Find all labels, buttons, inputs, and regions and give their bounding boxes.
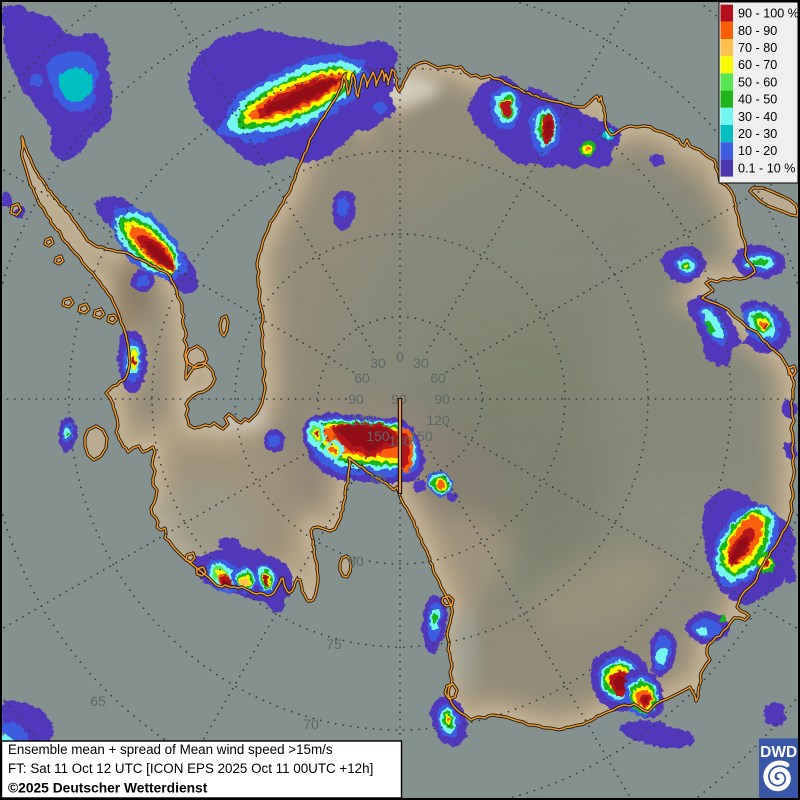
svg-text:0: 0 — [396, 349, 404, 365]
svg-text:90 - 100 %: 90 - 100 % — [738, 7, 799, 21]
svg-text:60 - 70: 60 - 70 — [738, 58, 777, 72]
svg-text:Ensemble mean + spread of Mean: Ensemble mean + spread of Mean wind spee… — [8, 742, 333, 757]
svg-text:©2025 Deutscher Wetterdienst: ©2025 Deutscher Wetterdienst — [8, 781, 208, 796]
svg-text:DWD: DWD — [760, 744, 797, 761]
svg-text:70 - 80: 70 - 80 — [738, 41, 777, 55]
svg-text:40 - 50: 40 - 50 — [738, 93, 777, 107]
svg-text:FT: Sat 11 Oct 12 UTC [ICON EP: FT: Sat 11 Oct 12 UTC [ICON EPS 2025 Oct… — [8, 761, 373, 776]
svg-text:60: 60 — [354, 370, 370, 386]
svg-text:80: 80 — [348, 553, 364, 569]
svg-text:120: 120 — [426, 412, 450, 428]
svg-text:90: 90 — [348, 391, 364, 407]
svg-text:30: 30 — [370, 355, 386, 371]
svg-text:10 - 20: 10 - 20 — [738, 144, 777, 158]
svg-text:85: 85 — [370, 470, 386, 486]
svg-text:90: 90 — [434, 391, 450, 407]
svg-text:0.1 - 10 %: 0.1 - 10 % — [738, 161, 795, 175]
svg-text:60: 60 — [430, 370, 446, 386]
svg-text:20 - 30: 20 - 30 — [738, 127, 777, 141]
svg-text:80 - 90: 80 - 90 — [738, 24, 777, 38]
svg-text:30: 30 — [413, 355, 429, 371]
svg-text:50 - 60: 50 - 60 — [738, 75, 777, 89]
svg-text:70: 70 — [303, 716, 319, 732]
svg-text:120: 120 — [351, 412, 375, 428]
svg-text:150: 150 — [409, 428, 433, 444]
svg-text:30 - 40: 30 - 40 — [738, 110, 777, 124]
svg-text:150: 150 — [366, 428, 390, 444]
svg-text:65: 65 — [90, 693, 106, 709]
svg-text:75: 75 — [326, 636, 342, 652]
